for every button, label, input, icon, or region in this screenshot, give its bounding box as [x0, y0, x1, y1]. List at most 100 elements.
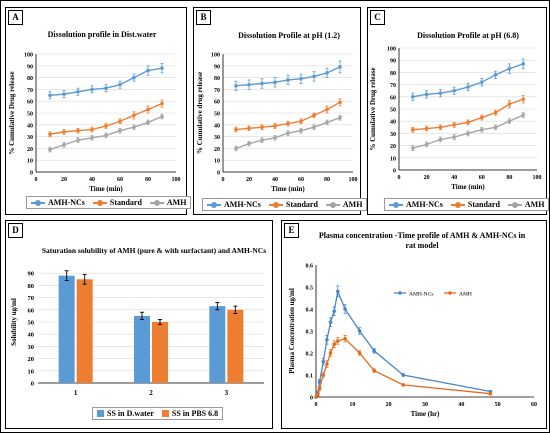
legend-c: AMH-NCs Standard AMH: [384, 198, 550, 211]
x-tick-label: 0: [315, 402, 318, 408]
legend-swatch: [161, 410, 169, 417]
data-point: [521, 62, 525, 66]
y-tick-label: 30: [214, 135, 220, 141]
x-tick-label: 0: [222, 177, 225, 183]
y-tick-label: 0.4: [306, 308, 314, 314]
data-point: [118, 128, 122, 133]
data-point: [332, 309, 336, 313]
data-point: [493, 125, 498, 130]
data-point: [452, 135, 456, 139]
legend-label: AMH-NCs: [409, 291, 433, 297]
data-point: [62, 130, 66, 134]
y-tick-label: 20: [28, 356, 35, 363]
chart-a: Dissolution profile in Dist.water 0 10 20 30…: [8, 30, 181, 193]
bar: [134, 315, 150, 383]
data-point: [488, 391, 493, 396]
x-tick-label: 40: [272, 177, 278, 183]
panel-label-e: E: [284, 223, 299, 238]
data-point: [411, 95, 415, 99]
y-tick-label: 0: [31, 381, 34, 388]
legend-label: SS in D.water: [107, 409, 154, 418]
data-point: [321, 360, 326, 364]
data-point: [132, 75, 136, 80]
legend-swatch: [450, 201, 465, 208]
y-axis-label: Solubility ug/ml: [10, 298, 18, 346]
data-point: [273, 80, 277, 85]
x-tick-label: 20: [61, 177, 67, 183]
legend-swatch: [92, 199, 107, 206]
legend-item-amh-ncs: AMH-NCs: [207, 200, 261, 209]
legend-swatch: [325, 201, 340, 208]
x-tick-label: 80: [506, 175, 512, 181]
legend-item-amh-ncs: AMH-NCs: [31, 198, 85, 207]
y-tick-label: 90: [27, 64, 33, 70]
chart-title: rat model: [405, 241, 439, 250]
series-line: [315, 337, 491, 398]
data-point: [328, 351, 333, 355]
y-tick-label: 60: [28, 307, 35, 314]
data-point: [247, 126, 251, 131]
y-tick-label: 30: [27, 135, 33, 141]
data-point: [90, 135, 94, 140]
y-axis-label: % Cumulative drug release: [196, 72, 204, 154]
data-point: [90, 87, 94, 92]
x-tick-label: 40: [89, 177, 95, 183]
data-point: [299, 76, 303, 81]
data-point: [521, 113, 525, 117]
y-tick-label: 100: [24, 53, 33, 59]
legend-a: AMH-NCs Standard AMH: [26, 196, 192, 209]
y-tick-label: 70: [214, 88, 220, 94]
chart-title: Dissolution Profile at pH (1.2): [238, 31, 340, 40]
data-point: [146, 107, 150, 112]
data-point: [299, 128, 303, 133]
legend-label: AMH-NCs: [406, 200, 443, 209]
x-tick-label: 100: [172, 177, 181, 183]
data-point: [357, 351, 362, 355]
series-line: [315, 289, 491, 398]
legend-label: SS in PBS 6.8: [171, 409, 219, 418]
data-point: [338, 115, 342, 120]
data-point: [104, 124, 108, 128]
data-point: [480, 127, 484, 132]
y-tick-label: 60: [27, 100, 33, 106]
x-axis-label: Time (hr): [411, 410, 441, 418]
y-tick-label: 50: [214, 112, 220, 118]
legend-label: AMH: [459, 291, 472, 297]
x-tick-label: 40: [458, 402, 464, 408]
data-point: [338, 100, 342, 105]
panel-label-d: D: [8, 223, 23, 238]
data-point: [104, 86, 108, 91]
x-tick-label: 3: [225, 389, 229, 397]
data-point: [160, 101, 164, 106]
data-point: [336, 339, 340, 343]
chart-title: Plasma concentration -Time profile of AM…: [319, 231, 526, 240]
panel-c: C Dissolution Profile at pH (6.8) 0 10 20 30…: [367, 7, 550, 215]
chart-title: Dissolution Profile at pH (6.8): [417, 31, 519, 40]
legend-item-ss-dwater: SS in D.water: [97, 409, 154, 418]
data-point: [273, 135, 277, 140]
data-point: [325, 107, 329, 112]
panel-d: D Saturation solubility of AMH (pure & w…: [5, 220, 273, 429]
data-point: [466, 85, 470, 89]
data-point: [521, 97, 525, 102]
legend-label: AMH: [166, 198, 187, 207]
y-tick-label: 70: [390, 83, 396, 89]
data-point: [452, 123, 456, 127]
x-axis-label: Time (min): [271, 185, 305, 193]
y-tick-label: 20: [214, 147, 220, 153]
x-tick-label: 20: [246, 177, 252, 183]
y-tick-label: 70: [27, 88, 33, 94]
chart-c: Dissolution Profile at pH (6.8) 0 10 20 30 40…: [369, 31, 542, 191]
data-point: [62, 143, 66, 147]
y-tick-label: 80: [390, 71, 396, 77]
data-point: [325, 362, 329, 366]
data-point: [438, 137, 443, 142]
data-point: [234, 146, 238, 151]
series-line: [412, 63, 524, 98]
y-tick-label: 0.5: [306, 286, 314, 292]
chart-b: Dissolution Profile at pH (1.2) 0 10 20 30 40…: [196, 31, 358, 193]
data-point: [507, 119, 512, 123]
legend-item-standard: Standard: [92, 198, 142, 207]
legend-item-amh: AMH: [507, 200, 544, 209]
y-axis-label: % Cumulative Drug release: [369, 67, 377, 150]
